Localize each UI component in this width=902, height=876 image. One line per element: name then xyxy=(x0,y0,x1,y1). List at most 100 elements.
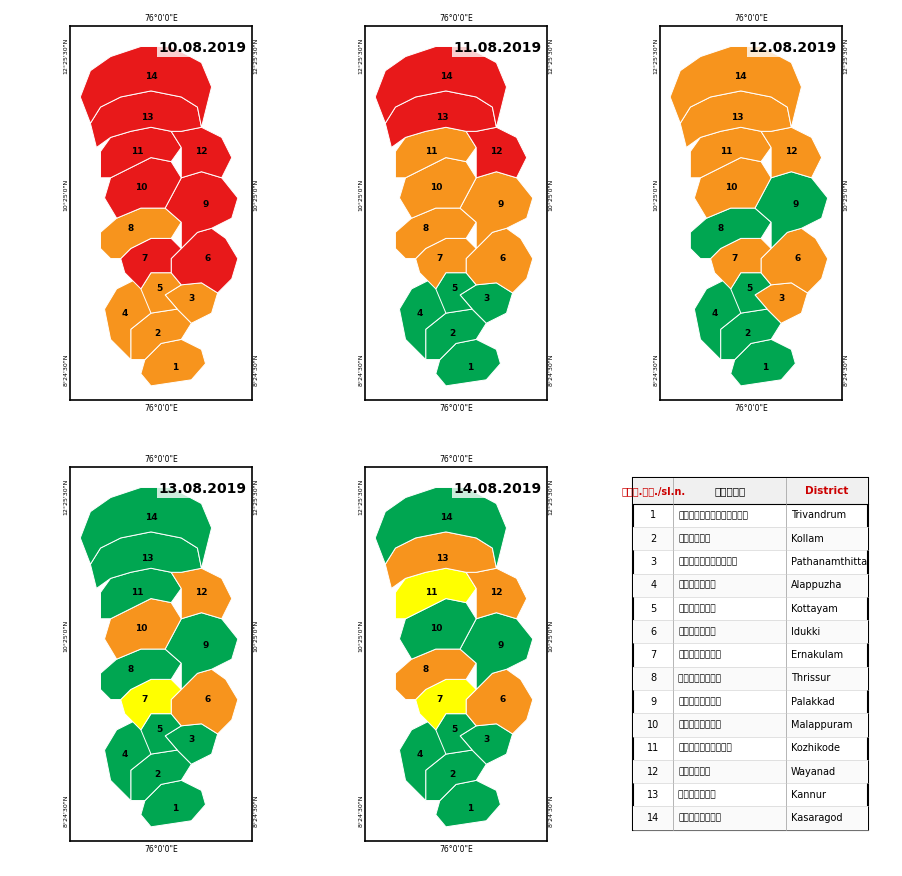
Text: 7: 7 xyxy=(731,254,737,263)
Text: കൊള്ളം: കൊള്ളം xyxy=(677,534,710,543)
Text: 6: 6 xyxy=(499,695,505,704)
Text: 4: 4 xyxy=(122,308,128,318)
Text: 3: 3 xyxy=(778,294,784,303)
Text: 14: 14 xyxy=(733,73,746,81)
Text: 6: 6 xyxy=(794,254,800,263)
Text: Ernakulam: Ernakulam xyxy=(790,650,842,661)
Text: 1: 1 xyxy=(466,364,473,372)
Text: എറണാകുളം: എറണാകുളം xyxy=(677,651,721,660)
Text: 13: 13 xyxy=(730,113,742,122)
Text: 11: 11 xyxy=(647,743,658,753)
Text: ഇടുക്കി: ഇടുക്കി xyxy=(677,627,715,636)
Text: 1: 1 xyxy=(172,804,179,813)
Text: 8°24'30"N: 8°24'30"N xyxy=(358,354,363,386)
Text: 7: 7 xyxy=(437,254,443,263)
Text: 13: 13 xyxy=(141,113,153,122)
Polygon shape xyxy=(720,309,780,359)
Text: 10°25'0"N: 10°25'0"N xyxy=(548,179,553,210)
Text: 76°0'0"E: 76°0'0"E xyxy=(438,404,473,413)
Text: 13: 13 xyxy=(435,554,447,562)
Text: 12°25'30"N: 12°25'30"N xyxy=(253,38,259,74)
Polygon shape xyxy=(730,272,770,313)
Text: 9: 9 xyxy=(202,640,208,649)
Text: 10: 10 xyxy=(429,625,441,633)
Text: ജില്ല: ജില്ല xyxy=(713,486,744,496)
Text: 8°24'30"N: 8°24'30"N xyxy=(253,354,259,386)
Bar xyxy=(633,478,868,504)
Text: 76°0'0"E: 76°0'0"E xyxy=(733,404,767,413)
Text: Kollam: Kollam xyxy=(790,533,823,544)
Text: കോഴിക്കോട്: കോഴിക്കോട് xyxy=(677,744,732,752)
Text: 10: 10 xyxy=(723,183,736,193)
Text: 12: 12 xyxy=(784,147,796,156)
Polygon shape xyxy=(141,339,206,385)
Text: 12°25'30"N: 12°25'30"N xyxy=(63,479,69,515)
Text: വയനാട്: വയനാട് xyxy=(677,767,710,776)
Text: 8: 8 xyxy=(717,223,723,233)
Text: 8°24'30"N: 8°24'30"N xyxy=(842,354,848,386)
Text: 12°25'30"N: 12°25'30"N xyxy=(358,38,363,74)
Text: 76°0'0"E: 76°0'0"E xyxy=(144,455,178,463)
Text: 7: 7 xyxy=(649,650,656,661)
Polygon shape xyxy=(459,283,512,323)
Text: 3: 3 xyxy=(649,557,656,567)
Polygon shape xyxy=(669,46,801,127)
Text: 10°25'0"N: 10°25'0"N xyxy=(652,179,658,210)
Text: 3: 3 xyxy=(188,294,194,303)
Text: 8: 8 xyxy=(127,665,133,674)
Polygon shape xyxy=(105,279,151,359)
Text: Alappuzha: Alappuzha xyxy=(790,580,842,590)
Text: 5: 5 xyxy=(450,285,456,293)
Text: 12: 12 xyxy=(490,147,502,156)
Polygon shape xyxy=(395,127,475,178)
Text: 2: 2 xyxy=(153,328,160,338)
Text: 14: 14 xyxy=(439,513,452,522)
Text: Kasaragod: Kasaragod xyxy=(790,813,842,823)
Polygon shape xyxy=(105,720,151,801)
Text: 3: 3 xyxy=(483,294,489,303)
Polygon shape xyxy=(415,238,475,289)
Text: പത്ഥനംതിട്ട: പത്ഥനംതിട്ട xyxy=(677,557,737,567)
Polygon shape xyxy=(165,612,237,689)
Text: 6: 6 xyxy=(204,695,210,704)
Text: 8: 8 xyxy=(422,223,428,233)
Text: 10°25'0"N: 10°25'0"N xyxy=(253,179,259,210)
Text: 7: 7 xyxy=(142,254,148,263)
Text: 14: 14 xyxy=(144,513,157,522)
Text: 10.08.2019: 10.08.2019 xyxy=(159,41,246,55)
Polygon shape xyxy=(80,46,211,127)
Polygon shape xyxy=(395,208,475,258)
Text: Palakkad: Palakkad xyxy=(790,696,833,707)
Text: മലപ്പുറം: മലപ്പുറം xyxy=(677,720,721,730)
Polygon shape xyxy=(141,781,206,827)
Polygon shape xyxy=(121,680,181,730)
Text: 14.08.2019: 14.08.2019 xyxy=(453,482,541,496)
Text: 8°24'30"N: 8°24'30"N xyxy=(63,795,69,827)
Polygon shape xyxy=(171,569,232,618)
Polygon shape xyxy=(141,272,181,313)
Polygon shape xyxy=(399,598,475,659)
Polygon shape xyxy=(436,714,475,754)
Polygon shape xyxy=(694,158,770,218)
Text: 11: 11 xyxy=(425,147,437,156)
Polygon shape xyxy=(131,750,191,801)
Text: Kannur: Kannur xyxy=(790,790,825,800)
Text: 13.08.2019: 13.08.2019 xyxy=(159,482,246,496)
Polygon shape xyxy=(399,158,475,218)
Text: 12.08.2019: 12.08.2019 xyxy=(748,41,835,55)
Polygon shape xyxy=(165,724,217,764)
Text: പലക്കാട്: പലക്കാട് xyxy=(677,697,721,706)
Polygon shape xyxy=(100,649,181,700)
Text: 14: 14 xyxy=(647,813,658,823)
Text: 8: 8 xyxy=(127,223,133,233)
Text: 13: 13 xyxy=(141,554,153,562)
Text: 12: 12 xyxy=(195,147,207,156)
Text: 10: 10 xyxy=(134,183,147,193)
Text: 12°25'30"N: 12°25'30"N xyxy=(548,38,553,74)
Text: 9: 9 xyxy=(791,200,797,208)
Polygon shape xyxy=(80,487,211,569)
Polygon shape xyxy=(436,339,500,385)
Text: 4: 4 xyxy=(649,580,656,590)
Text: ക്ര.നം./sl.n.: ക്ര.നം./sl.n. xyxy=(621,486,685,496)
Text: Idukki: Idukki xyxy=(790,627,819,637)
